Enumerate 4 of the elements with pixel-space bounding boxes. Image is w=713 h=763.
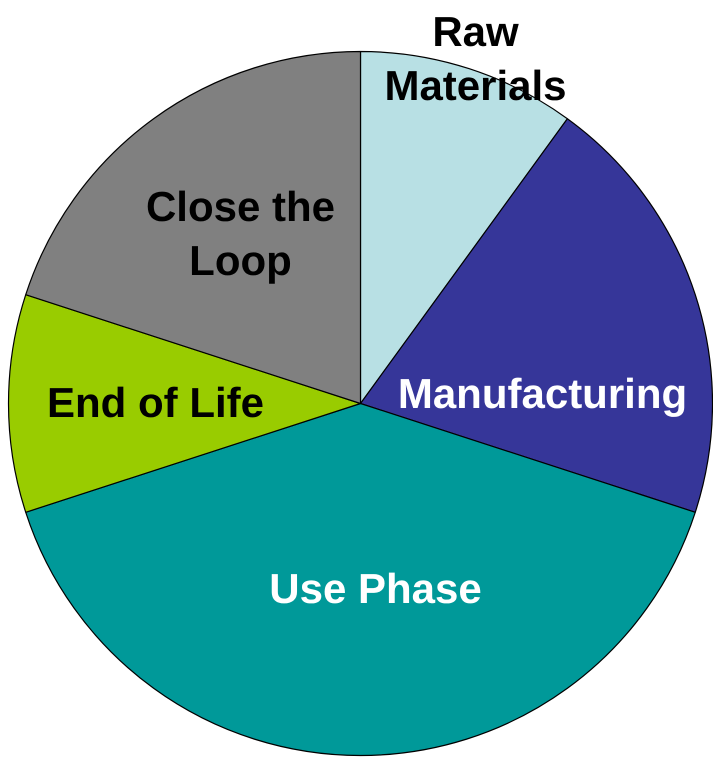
slice-label: Close the Loop — [146, 182, 336, 284]
slice-label: Use Phase — [269, 565, 482, 612]
slice-label: Manufacturing — [398, 370, 688, 417]
slice-label: End of Life — [47, 379, 264, 426]
